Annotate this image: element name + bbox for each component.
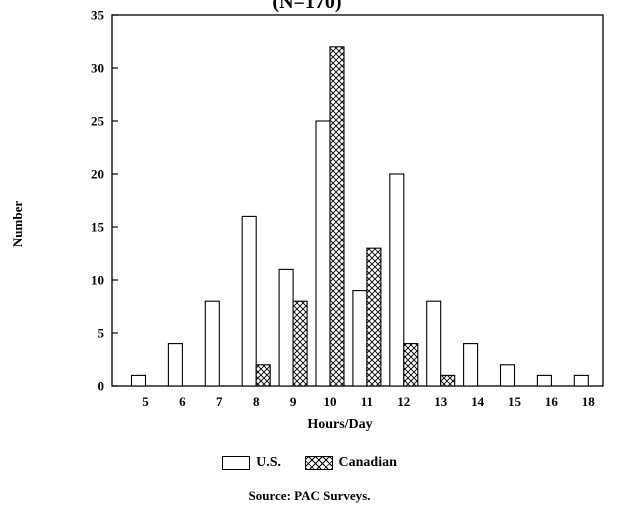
legend-label-canadian: Canadian <box>338 455 397 470</box>
y-axis-label: Number <box>10 201 25 247</box>
bar-us <box>241 215 257 387</box>
bar-canadian <box>366 247 382 387</box>
y-tick-label: 25 <box>91 114 105 129</box>
x-tick-label: 12 <box>397 394 410 409</box>
y-tick-label: 35 <box>91 8 105 23</box>
y-tick-label: 0 <box>98 379 105 394</box>
legend-label-us: U.S. <box>256 455 282 470</box>
x-tick-label: 7 <box>216 394 223 409</box>
bar-us <box>204 300 220 387</box>
bar-us <box>536 374 552 387</box>
x-axis-label: Hours/Day <box>307 417 372 432</box>
bar-canadian <box>255 364 271 387</box>
y-tick-label: 20 <box>91 167 104 182</box>
x-tick-label: 18 <box>582 394 596 409</box>
x-tick-label: 6 <box>179 394 186 409</box>
x-tick-label: 16 <box>545 394 559 409</box>
y-tick-label: 15 <box>91 220 105 235</box>
x-tick-label: 5 <box>142 394 149 409</box>
chart-title: (N=170) <box>272 0 341 13</box>
bar-canadian <box>329 46 345 387</box>
x-tick-label: 13 <box>434 394 448 409</box>
bar-us <box>463 343 479 387</box>
y-tick-label: 30 <box>91 61 104 76</box>
bar-us <box>167 343 183 387</box>
bar-us <box>315 120 331 387</box>
x-tick-label: 8 <box>253 394 260 409</box>
legend: U.S. Canadian <box>0 455 619 475</box>
x-tick-label: 11 <box>361 394 373 409</box>
bar-us <box>499 364 516 387</box>
x-tick-label: 10 <box>324 394 337 409</box>
bar-canadian <box>440 374 456 387</box>
legend-item-us: U.S. <box>222 455 281 471</box>
x-tick-label: 15 <box>508 394 522 409</box>
y-tick-label: 5 <box>98 326 105 341</box>
legend-swatch-us <box>222 456 251 470</box>
legend-swatch-canadian <box>304 456 333 470</box>
x-tick-label: 9 <box>290 394 297 409</box>
bar-us <box>278 268 294 387</box>
bar-us <box>130 374 147 387</box>
legend-item-canadian: Canadian <box>304 455 397 471</box>
bar-us <box>426 300 442 387</box>
bar-canadian <box>292 300 308 387</box>
y-tick-label: 10 <box>91 273 104 288</box>
source-note: Source: PAC Surveys. <box>248 488 371 503</box>
bar-us <box>573 374 589 387</box>
bar-canadian <box>403 343 419 387</box>
bar-us <box>352 290 368 387</box>
bar-us <box>389 173 405 387</box>
x-tick-label: 14 <box>471 394 485 409</box>
plot-area: 0 5 10 15 20 25 30 35 5 6 7 8 9 10 11 12 13 14 15 16 18 <box>91 8 604 409</box>
